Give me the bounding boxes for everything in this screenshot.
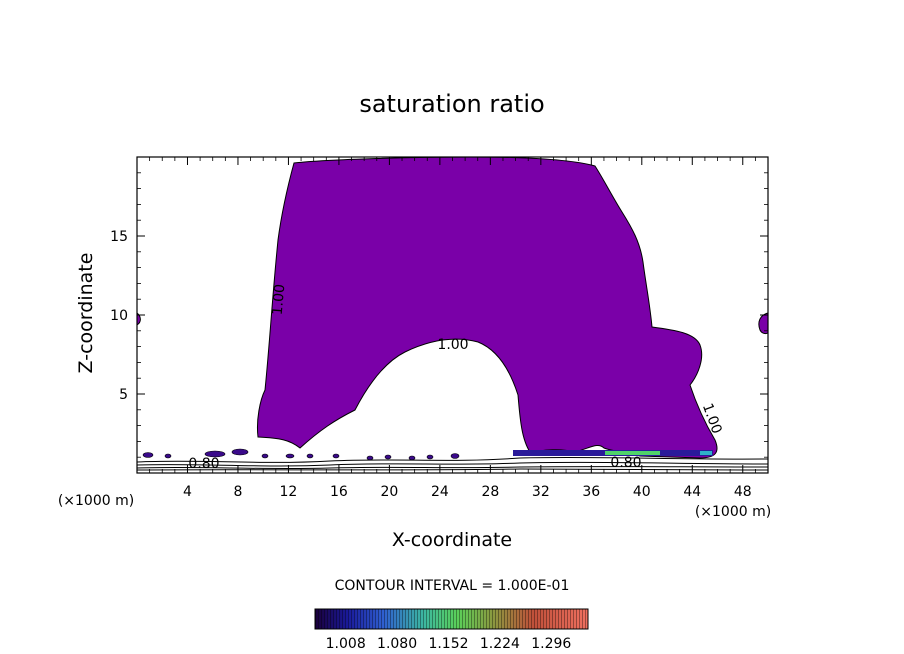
x-tick-label: 44 <box>683 484 701 500</box>
colorbar-tick-label: 1.296 <box>531 636 571 652</box>
contour-lines <box>137 456 768 471</box>
colorbar-tick-label: 1.152 <box>428 636 468 652</box>
x-tick-label: 12 <box>280 484 298 500</box>
x-tick-label: 28 <box>481 484 499 500</box>
x-tick-label: 4 <box>183 484 192 500</box>
colorbar-tick-label: 1.224 <box>480 636 520 652</box>
x-tick-label: 32 <box>532 484 550 500</box>
x-tick-label: 24 <box>431 484 449 500</box>
contour-label-ground-left: 0.80 <box>188 456 219 472</box>
x-tick-label: 36 <box>582 484 600 500</box>
contour-label-left: 1.00 <box>270 283 289 315</box>
y-ticks: 5 10 15 <box>110 229 768 403</box>
y-tick-label: 15 <box>110 229 128 245</box>
minor-ticks <box>137 157 769 473</box>
y-tick-label: 5 <box>119 387 128 403</box>
chart-title: saturation ratio <box>359 90 544 118</box>
colorbar-labels: 1.008 1.080 1.152 1.224 1.296 <box>326 636 572 652</box>
low-band-cyan <box>700 451 712 455</box>
x-tick-label: 16 <box>330 484 348 500</box>
colorbar-hatch <box>315 609 588 629</box>
x-axis-label: X-coordinate <box>392 529 512 551</box>
x-tick-label: 8 <box>233 484 242 500</box>
y-axis-label: Z-coordinate <box>75 253 97 374</box>
contour-fill-edge <box>758 312 768 335</box>
colorbar-tick-label: 1.080 <box>377 636 417 652</box>
contour-label-top: 1.00 <box>437 337 468 353</box>
contour-label-ground-right: 0.80 <box>610 455 641 471</box>
plot-area: 1.00 1.00 1.00 0.80 0.80 <box>137 157 768 472</box>
x-tick-label: 20 <box>380 484 398 500</box>
x-tick-label: 48 <box>734 484 752 500</box>
low-band-green <box>605 451 660 455</box>
x-unit-right: (×1000 m) <box>695 504 771 520</box>
contour-fill-main <box>257 157 718 459</box>
x-ticks: 4 8 12 16 20 24 28 32 36 40 44 48 <box>183 157 752 500</box>
y-tick-label: 10 <box>110 308 128 324</box>
colorbar-tick-label: 1.008 <box>326 636 366 652</box>
contour-interval-text: CONTOUR INTERVAL = 1.000E-01 <box>335 578 570 594</box>
x-tick-label: 40 <box>633 484 651 500</box>
x-unit-left: (×1000 m) <box>58 493 134 509</box>
